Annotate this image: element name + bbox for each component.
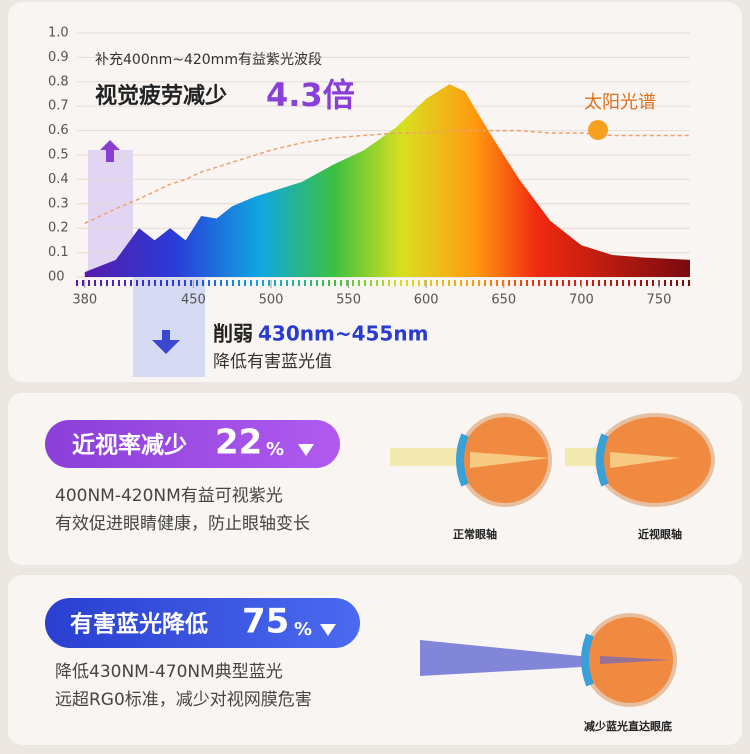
y-tick-label: 0.1 [48,245,69,260]
weaken-range: 430nm~455nm [258,322,428,346]
x-tick-label: 700 [569,293,594,308]
sun [588,120,608,140]
weaken: 削弱 [213,322,253,346]
y-tick-label: 00 [48,270,65,285]
y-tick-label: 0.4 [48,172,69,187]
x-tick-label: 650 [491,293,516,308]
eye-label: 正常眼轴 [453,527,497,541]
y-tick-label: 0.6 [48,123,69,138]
note: 补充400nm~420mm有益紫光波段 [95,52,322,68]
text-line: 有效促进眼睛健康，防止眼轴变长 [55,514,310,534]
headline-value: 4.3倍 [266,76,355,114]
spectrum-chart: 00 0.1 0.2 0.3 0.4 0.5 0.6 0.7 0.8 0.9 1.0 380 450 50… [48,26,690,308]
x-tick-label: 500 [259,293,284,308]
text-line: 降低430NM-470NM典型蓝光 [55,662,283,682]
y-tick-label: 0.5 [48,148,69,163]
x-tick-label: 380 [72,293,97,308]
y-tick-label: 0.8 [48,74,69,89]
pill [45,420,340,468]
y-tick-label: 0.3 [48,196,69,211]
pill [45,598,360,648]
series-label: 太阳光谱 [584,92,656,113]
myopia-value: 22 [215,423,262,463]
up-arrow [100,140,120,162]
eye-myopic [565,413,715,507]
eye-normal [390,413,552,507]
y-tick-label: 0.2 [48,221,69,236]
x-tick-label: 600 [414,293,439,308]
text-line: 远超RG0标准，减少对视网膜危害 [55,690,312,710]
eye-label: 近视眼轴 [638,527,682,541]
weaken-note: 降低有害蓝光值 [213,352,332,372]
headline: 视觉疲劳减少 [95,83,227,109]
eye-blue [420,613,677,707]
spectrum-area [84,84,690,278]
down-arrow [152,330,180,354]
text-line: 400NM-420NM有益可视紫光 [55,486,283,506]
y-tick-label: 0.7 [48,99,69,114]
y-tick-label: 0.9 [48,50,69,65]
x-tick-label: 450 [181,293,206,308]
bluelight-title: 有害蓝光降低 [70,611,208,638]
x-tick-label: 750 [647,293,672,308]
sun-line [84,129,690,224]
blue-band [133,277,205,377]
bluelight-unit: % [294,619,312,640]
down-icon [320,624,336,636]
bluelight-value: 75 [242,602,289,642]
myopia-title: 近视率减少 [72,432,187,459]
myopia-unit: % [266,439,284,460]
x-tick-label: 550 [336,293,361,308]
eye-label: 减少蓝光直达眼底 [584,719,672,733]
down-icon [298,444,314,456]
y-tick-label: 1.0 [48,26,69,41]
